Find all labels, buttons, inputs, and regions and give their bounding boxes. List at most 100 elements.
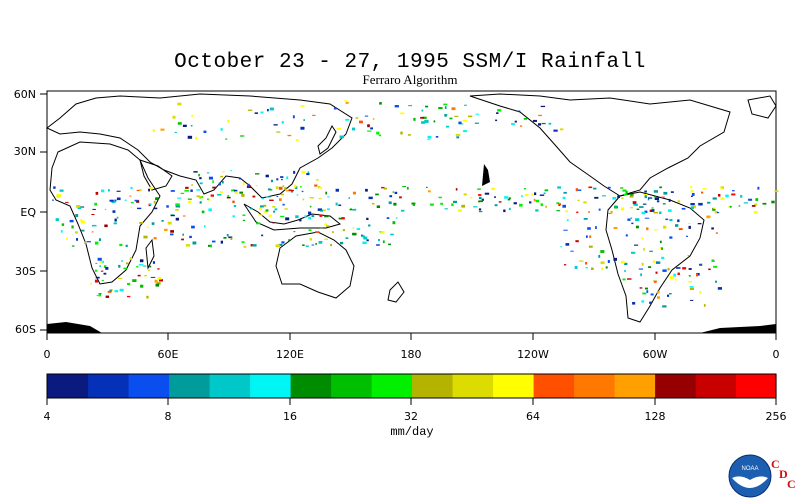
rain-patch bbox=[104, 208, 107, 210]
rain-patch bbox=[315, 179, 319, 181]
rain-patch bbox=[566, 219, 569, 222]
rain-patch bbox=[155, 197, 159, 201]
rain-patch bbox=[647, 198, 650, 201]
rain-patch bbox=[91, 214, 95, 215]
rain-patch bbox=[134, 199, 139, 202]
rain-patch bbox=[586, 235, 588, 238]
rain-patch bbox=[497, 109, 502, 112]
rain-patch bbox=[620, 207, 625, 211]
rain-patch bbox=[175, 209, 179, 211]
rain-patch bbox=[614, 205, 618, 207]
rain-patch bbox=[137, 207, 142, 210]
rain-patch bbox=[304, 215, 307, 218]
rain-patch bbox=[562, 196, 566, 200]
rain-patch bbox=[668, 198, 671, 202]
rain-patch bbox=[226, 234, 229, 237]
colorbar-units: mm/day bbox=[390, 425, 434, 439]
rain-patch bbox=[653, 229, 658, 231]
rain-patch bbox=[692, 205, 696, 209]
rain-patch bbox=[430, 203, 434, 206]
rain-patch bbox=[659, 240, 662, 244]
rain-patch bbox=[644, 195, 647, 199]
rain-patch bbox=[371, 202, 375, 205]
rain-patch bbox=[199, 182, 203, 185]
rain-patch bbox=[583, 201, 587, 204]
rain-patch bbox=[285, 217, 290, 221]
rain-patch bbox=[170, 233, 174, 236]
rain-patch bbox=[478, 200, 483, 203]
rain-patch bbox=[677, 200, 681, 203]
rain-patch bbox=[286, 176, 289, 179]
rain-patch bbox=[392, 191, 395, 193]
rain-patch bbox=[305, 245, 309, 247]
rain-patch bbox=[677, 219, 680, 223]
rain-patch bbox=[274, 208, 278, 211]
rain-patch bbox=[543, 192, 546, 195]
rain-patch bbox=[366, 217, 369, 220]
rain-patch bbox=[682, 267, 687, 270]
rain-patch bbox=[265, 174, 269, 178]
rain-patch bbox=[402, 186, 406, 188]
rain-patch bbox=[98, 293, 101, 297]
rain-patch bbox=[630, 194, 634, 196]
rain-patch bbox=[196, 189, 201, 191]
rain-patch bbox=[164, 228, 168, 232]
rain-patch bbox=[651, 209, 655, 212]
rain-patch bbox=[94, 279, 98, 283]
rain-patch bbox=[352, 191, 356, 195]
rain-patch bbox=[124, 199, 127, 202]
rain-patch bbox=[76, 238, 78, 241]
rain-patch bbox=[192, 241, 197, 245]
rain-patch bbox=[478, 194, 482, 196]
rain-patch bbox=[757, 186, 760, 190]
rain-patch bbox=[534, 192, 537, 196]
map-frame bbox=[40, 90, 777, 340]
rain-patch bbox=[688, 225, 691, 229]
lon-label-60e: 60E bbox=[157, 348, 179, 361]
rain-patch bbox=[591, 267, 594, 270]
rain-patch bbox=[670, 191, 674, 193]
rain-patch bbox=[600, 250, 605, 253]
rain-patch bbox=[365, 188, 368, 192]
rain-patch bbox=[440, 202, 444, 205]
rain-patch bbox=[473, 206, 478, 208]
cdc-letter-c2: C bbox=[787, 477, 796, 491]
rain-patch bbox=[149, 203, 152, 205]
rain-patch bbox=[754, 203, 758, 206]
rain-patch bbox=[319, 214, 323, 217]
rain-patch bbox=[199, 201, 202, 204]
rain-patch bbox=[302, 198, 305, 201]
rain-patch bbox=[632, 201, 637, 204]
rain-patch bbox=[579, 260, 584, 262]
rain-patch bbox=[557, 186, 561, 189]
rain-patch bbox=[123, 267, 127, 270]
rain-patch bbox=[353, 208, 357, 211]
rain-patch bbox=[438, 107, 443, 110]
rain-patch bbox=[435, 136, 439, 138]
rain-patch bbox=[538, 123, 542, 126]
rain-patch bbox=[675, 224, 679, 227]
rain-patch bbox=[252, 244, 257, 247]
rain-patch bbox=[300, 126, 305, 130]
colorbar-tick-label: 16 bbox=[283, 410, 297, 423]
rain-patch bbox=[272, 222, 275, 224]
rain-patch bbox=[725, 194, 729, 198]
rain-patch bbox=[217, 194, 222, 196]
rain-patch bbox=[260, 205, 265, 208]
rain-patch bbox=[129, 257, 132, 260]
rain-patch bbox=[94, 202, 97, 206]
rain-patch bbox=[731, 193, 736, 196]
rain-patch bbox=[174, 131, 177, 134]
rain-patch bbox=[362, 241, 367, 245]
rain-patch bbox=[641, 237, 644, 240]
rain-patch bbox=[601, 267, 604, 271]
rain-patch bbox=[335, 188, 339, 192]
rain-patch bbox=[376, 131, 380, 135]
rain-patch bbox=[468, 115, 473, 118]
rain-patch bbox=[300, 105, 305, 107]
rain-patch bbox=[254, 112, 258, 114]
rainfall-patches bbox=[52, 100, 779, 308]
rain-patch bbox=[261, 198, 265, 200]
rain-patch bbox=[170, 215, 175, 217]
